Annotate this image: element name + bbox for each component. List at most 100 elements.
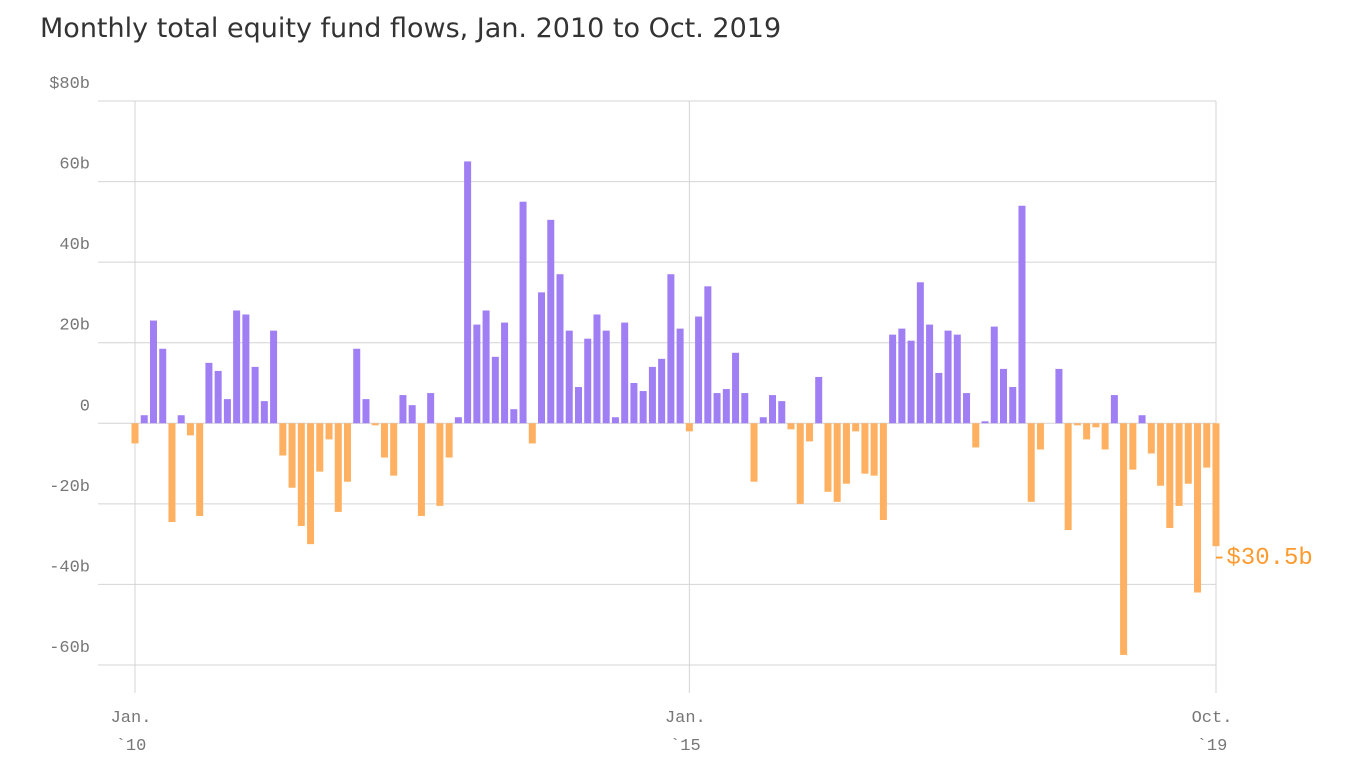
bar <box>1194 423 1202 593</box>
bar <box>824 423 832 492</box>
bar <box>981 421 989 424</box>
bar <box>759 417 767 424</box>
bar <box>288 423 296 488</box>
bar <box>344 423 352 482</box>
bar <box>140 415 148 424</box>
bar <box>1120 423 1128 655</box>
bar <box>362 399 370 424</box>
bar <box>260 401 268 424</box>
bar <box>944 330 952 424</box>
bar <box>464 161 472 424</box>
bar <box>602 330 610 424</box>
bar <box>722 389 730 424</box>
bar <box>1083 423 1091 440</box>
bar <box>501 322 509 424</box>
bar <box>491 356 499 424</box>
y-tick-label: -40b <box>49 558 90 577</box>
bar <box>732 352 740 424</box>
bar <box>380 423 388 458</box>
bar <box>1138 415 1146 424</box>
x-tick-label-line: Oct. <box>1192 709 1233 728</box>
x-tick-label-line: `10 <box>116 737 147 756</box>
bar <box>371 423 379 426</box>
y-tick-label: -60b <box>49 639 90 658</box>
bar <box>630 383 638 424</box>
bar <box>1184 423 1192 484</box>
y-tick-label: 0 <box>80 397 90 416</box>
bar <box>270 330 278 424</box>
bar <box>149 320 157 424</box>
bar <box>695 316 703 424</box>
bar <box>676 328 684 424</box>
bar <box>750 423 758 482</box>
bar <box>639 391 647 424</box>
bar <box>334 423 342 512</box>
bar <box>999 368 1007 424</box>
bar <box>621 322 629 424</box>
bar <box>805 423 813 442</box>
bar <box>1147 423 1155 454</box>
bar <box>1064 423 1072 531</box>
bar <box>168 423 176 522</box>
bar <box>1110 395 1118 424</box>
bar <box>1055 368 1063 424</box>
y-tick-label: 40b <box>59 236 90 255</box>
bar <box>713 393 721 424</box>
bar <box>1203 423 1211 468</box>
y-tick-label: 60b <box>59 156 90 175</box>
bar <box>223 399 231 424</box>
bar <box>159 348 167 424</box>
bar <box>926 324 934 424</box>
bar <box>538 292 546 424</box>
chart-title: Monthly total equity fund flows, Jan. 20… <box>40 13 781 44</box>
bar <box>427 393 435 424</box>
bar <box>1101 423 1109 450</box>
bar <box>953 334 961 424</box>
bar <box>205 362 213 424</box>
bar <box>611 417 619 424</box>
bar <box>196 423 204 516</box>
bar <box>907 340 915 424</box>
bar <box>482 310 490 424</box>
bar <box>445 423 453 458</box>
bar <box>1018 205 1026 424</box>
bar <box>1036 423 1044 450</box>
bar <box>787 423 795 430</box>
bar <box>131 423 139 444</box>
bar <box>510 409 518 424</box>
bar <box>990 326 998 424</box>
bar <box>833 423 841 502</box>
bar <box>898 328 906 424</box>
bar <box>963 393 971 424</box>
bar <box>658 358 666 424</box>
bar <box>436 423 444 506</box>
bar <box>1212 423 1220 547</box>
bar <box>186 423 194 436</box>
x-tick-label: Jan. `10 <box>111 709 152 756</box>
bar <box>1009 387 1017 424</box>
bar <box>972 423 980 448</box>
bar <box>390 423 398 476</box>
bar <box>473 324 481 424</box>
bar <box>741 393 749 424</box>
bar <box>648 366 656 424</box>
bar <box>574 387 582 424</box>
bar <box>879 423 887 520</box>
bar <box>1092 423 1100 428</box>
bar <box>870 423 878 476</box>
value-label: -$30.5b <box>1212 545 1313 572</box>
bar <box>796 423 804 504</box>
bar <box>547 219 555 424</box>
x-tick-label-line: Jan. <box>665 709 706 728</box>
bar <box>1157 423 1165 486</box>
bar <box>556 274 564 424</box>
bar <box>704 286 712 424</box>
bar <box>584 338 592 424</box>
bar <box>565 330 573 424</box>
bar <box>685 423 693 432</box>
bar <box>889 334 897 424</box>
bar <box>399 395 407 424</box>
bar <box>242 314 250 424</box>
bar <box>852 423 860 432</box>
bar <box>842 423 850 484</box>
